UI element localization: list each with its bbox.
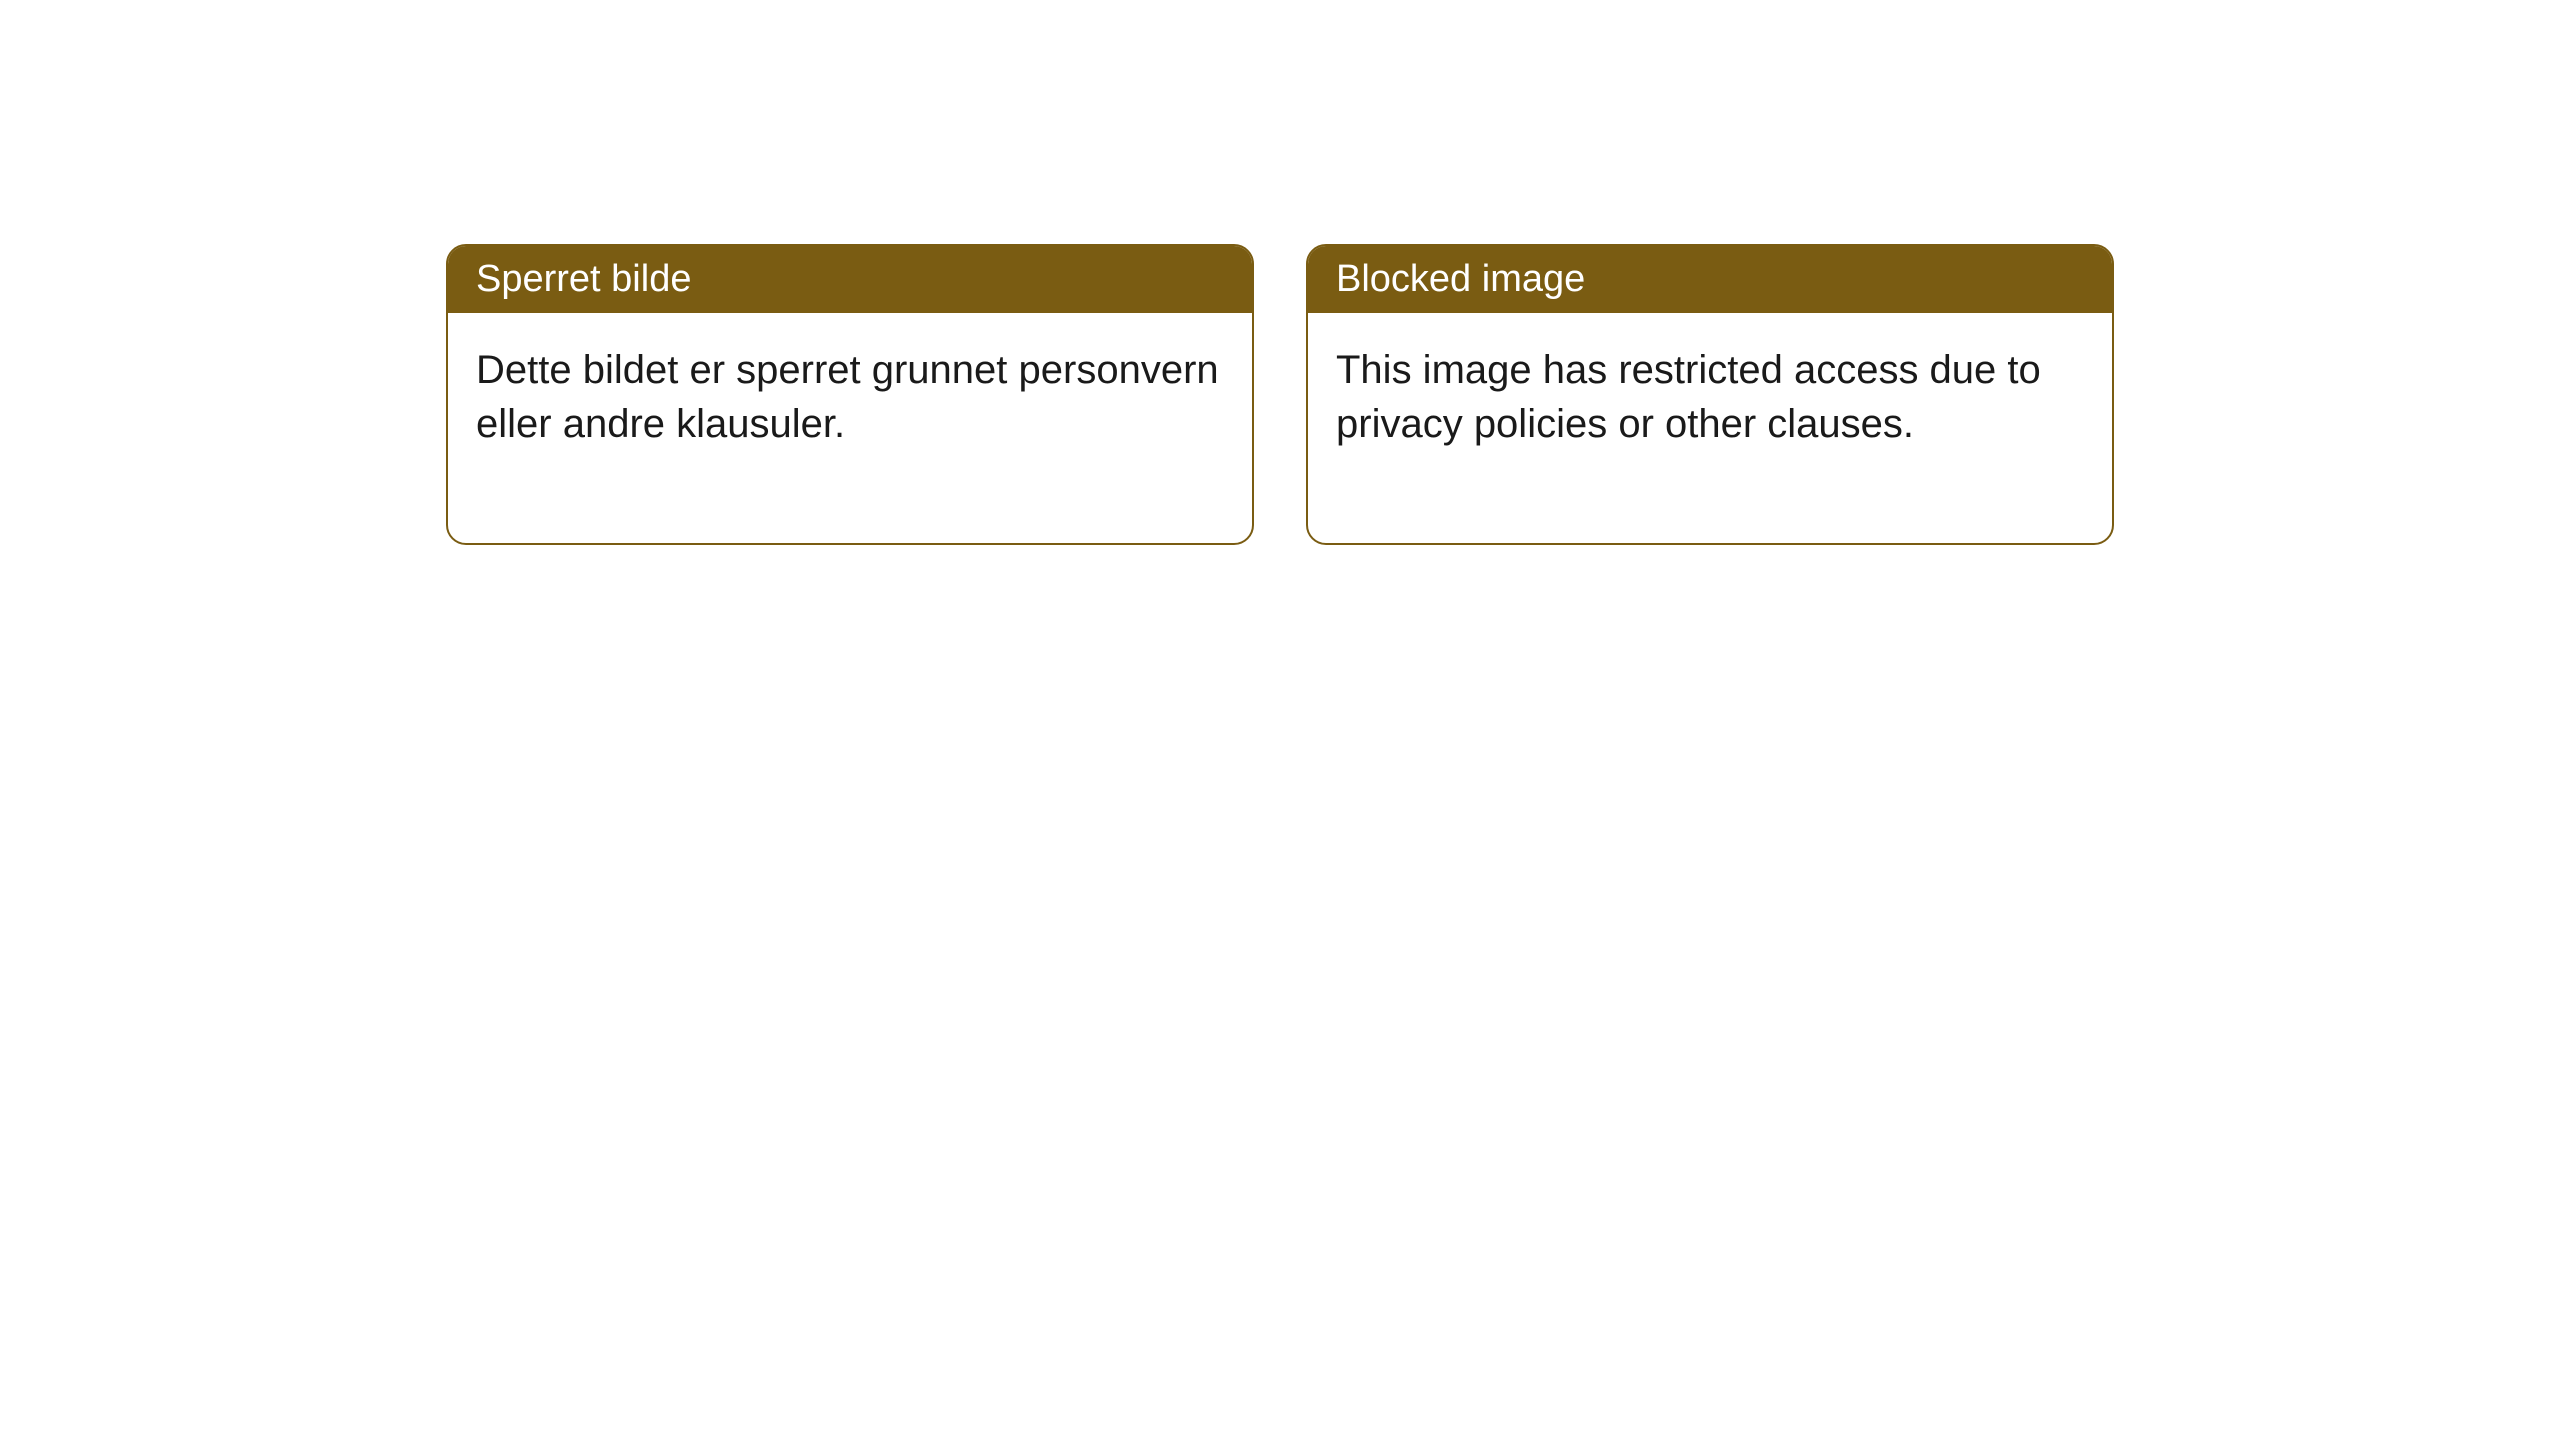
blocked-image-card-no: Sperret bilde Dette bildet er sperret gr…: [446, 244, 1254, 545]
cards-container: Sperret bilde Dette bildet er sperret gr…: [446, 244, 2114, 545]
card-header-en: Blocked image: [1308, 246, 2112, 313]
blocked-image-card-en: Blocked image This image has restricted …: [1306, 244, 2114, 545]
card-body-no: Dette bildet er sperret grunnet personve…: [448, 313, 1252, 543]
card-body-en: This image has restricted access due to …: [1308, 313, 2112, 543]
card-header-no: Sperret bilde: [448, 246, 1252, 313]
